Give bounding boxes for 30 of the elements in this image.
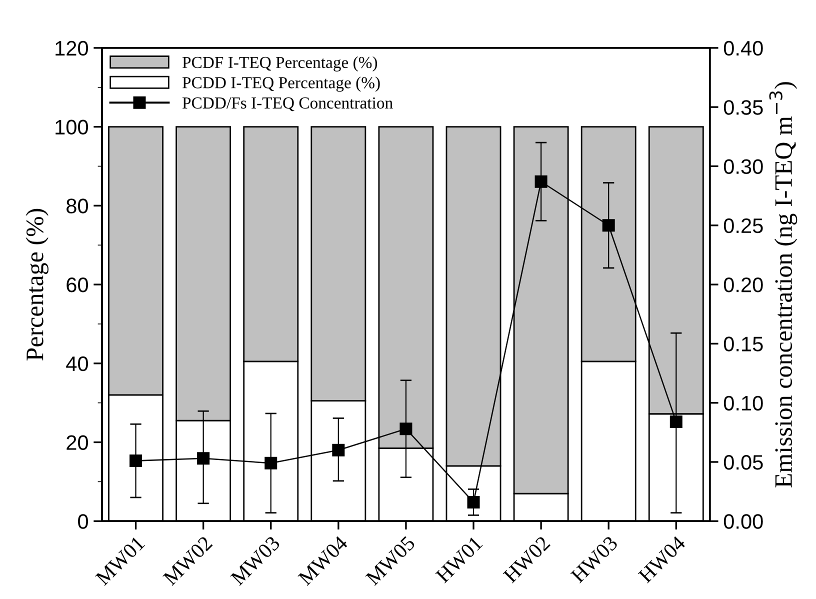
point	[332, 444, 345, 456]
y2-tick-label: 0.40	[724, 40, 763, 56]
point	[670, 416, 682, 428]
point	[130, 454, 142, 468]
point	[534, 175, 548, 188]
y-tick-label: 20	[66, 435, 88, 450]
legend-label: PCDD/Fs I-TEQ Concentration	[182, 97, 393, 112]
point	[602, 219, 615, 232]
y2-tick-label: 0.00	[724, 514, 763, 529]
y2-tick-label: 0.10	[724, 396, 763, 411]
y2-tick-label: 0.20	[724, 278, 763, 292]
y2-tick-label: 0.05	[724, 454, 763, 470]
point	[400, 422, 412, 436]
y2-tick-label: 0.15	[724, 336, 763, 352]
legend-label: PCDD I-TEQ Percentage (%)	[182, 76, 380, 92]
y2-tick-label: 0.30	[724, 159, 763, 174]
y-axis-title: Percentage (%)	[26, 208, 48, 360]
y2-tick-label: 0.35	[724, 100, 763, 115]
y-tick-label: 100	[56, 120, 88, 135]
y-tick-label: 0	[78, 514, 88, 529]
y-tick-label: 40	[66, 356, 88, 372]
y2-tick-label: 0.25	[724, 218, 763, 234]
point	[264, 456, 278, 470]
legend-label: PCDF I-TEQ Percentage (%)	[182, 56, 378, 72]
y-tick-label: 80	[66, 198, 88, 214]
y-tick-label: 60	[66, 278, 88, 292]
point	[197, 452, 210, 465]
y2-axis-title: Emission concentration (ng I-TEQ m$^{−3}$)	[769, 82, 798, 488]
y-tick-label: 120	[56, 40, 88, 56]
point	[467, 496, 480, 508]
